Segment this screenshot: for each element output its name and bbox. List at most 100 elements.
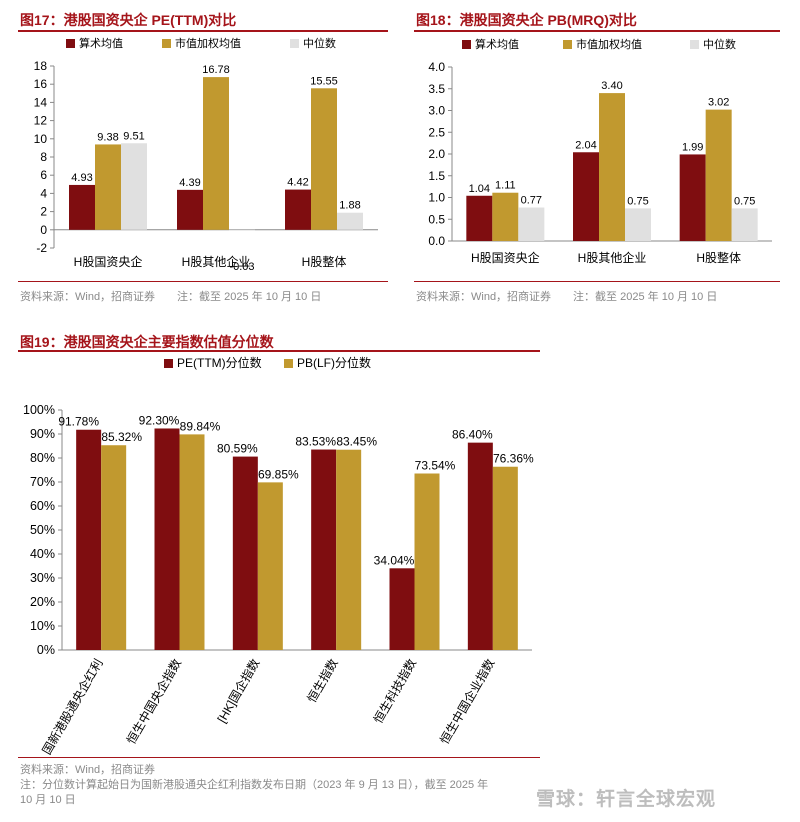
fig19-data-label: 73.54% <box>415 459 456 473</box>
fig18-data-label: 1.99 <box>682 141 703 153</box>
fig18-bar <box>679 154 706 241</box>
fig19-data-label: 83.45% <box>336 435 377 449</box>
fig18-bar <box>518 207 545 241</box>
fig18-title: 图18：港股国资央企 PB(MRQ)对比 <box>416 12 637 28</box>
fig17-data-label: -0.03 <box>229 261 254 273</box>
fig17-legend-label: 中位数 <box>303 36 336 50</box>
fig19-y-tick-label: 90% <box>30 427 55 441</box>
fig18-category-label: H股国资央企 <box>471 250 540 265</box>
fig17-bar <box>203 77 229 230</box>
fig19-y-tick-label: 30% <box>30 571 55 585</box>
fig19-bar <box>467 442 493 650</box>
fig17-bar <box>95 144 121 230</box>
fig17-data-label: 16.78 <box>202 64 230 76</box>
fig18-y-tick-label: 4.0 <box>428 60 445 74</box>
fig18-data-label: 3.02 <box>708 97 729 109</box>
fig19-legend-label: PB(LF)分位数 <box>297 355 371 370</box>
fig19-legend-label: PE(TTM)分位数 <box>177 355 262 370</box>
fig19-y-tick-label: 80% <box>30 451 55 465</box>
fig17-data-label: 4.42 <box>287 177 308 189</box>
fig17-legend-swatch <box>66 39 75 48</box>
fig19-data-label: 86.40% <box>452 428 493 442</box>
fig19-bar <box>389 568 415 650</box>
fig17-bar <box>69 184 95 230</box>
fig19-bar <box>232 456 258 650</box>
fig19-category-label: 恒生指数 <box>304 656 341 705</box>
fig18-y-tick-label: 0.0 <box>428 234 445 248</box>
fig17-bar <box>337 212 363 230</box>
fig18-legend-swatch <box>462 40 471 49</box>
fig19-y-tick-label: 0% <box>37 643 55 657</box>
fig17-y-tick-label: 8 <box>40 150 47 164</box>
fig17-data-label: 1.88 <box>339 200 360 212</box>
fig17-category-label: H股其他企业 <box>182 254 251 269</box>
fig17-bar <box>285 189 311 230</box>
fig17-category-label: H股整体 <box>302 254 347 269</box>
fig19-y-tick-label: 100% <box>23 403 55 417</box>
fig17-legend-label: 算术均值 <box>79 36 123 50</box>
fig18-y-tick-label: 1.0 <box>428 191 445 205</box>
fig19-data-label: 89.84% <box>180 419 221 433</box>
fig17-data-label: 4.93 <box>71 172 92 184</box>
fig17-legend-swatch <box>290 39 299 48</box>
fig19-note-line1: 注：分位数计算起始日为国新港股通央企红利指数发布日期（2023 年 9 月 13… <box>20 779 489 791</box>
fig17-y-tick-label: 2 <box>40 205 47 219</box>
fig18-bar <box>492 192 519 241</box>
fig18-bar <box>466 195 493 241</box>
fig18-category-label: H股其他企业 <box>578 250 647 265</box>
fig18-title-rule <box>414 30 780 32</box>
fig18-bar <box>625 208 651 241</box>
fig19-bar <box>76 429 102 650</box>
fig17-data-label: 4.39 <box>179 177 200 189</box>
fig18-data-label: 2.04 <box>575 139 596 151</box>
fig19-data-label: 34.04% <box>374 553 415 567</box>
fig19-data-label: 83.53% <box>295 435 336 449</box>
fig18-y-tick-label: 3.0 <box>428 104 445 118</box>
fig19-y-tick-label: 70% <box>30 475 55 489</box>
fig18-legend-swatch <box>690 40 699 49</box>
fig19-bar <box>311 449 337 650</box>
fig17-y-tick-label: -2 <box>36 241 47 255</box>
fig19-category-label: 国新港股通央企红利 <box>39 656 106 757</box>
fig18-bar <box>731 208 758 241</box>
fig19-category-label: 恒生中国企业指数 <box>436 656 497 747</box>
fig19-title: 图19：港股国资央企主要指数估值分位数 <box>20 334 274 350</box>
fig17-category-label: H股国资央企 <box>74 254 143 269</box>
fig19-source: 资料来源：Wind，招商证券 <box>20 764 156 776</box>
fig19-bar <box>336 449 362 650</box>
fig17-bar <box>229 229 255 231</box>
fig19-category-label: [HK]国企指数 <box>214 656 263 725</box>
fig19-bottom-rule <box>18 757 540 758</box>
fig17-title-rule <box>18 30 388 32</box>
fig17-bar <box>177 189 203 230</box>
fig19-bar <box>257 482 283 650</box>
fig19-bar <box>101 445 127 650</box>
fig19-data-label: 92.30% <box>139 413 180 427</box>
fig18-bar <box>599 93 625 241</box>
fig18-source: 资料来源：Wind，招商证券 注：截至 2025 年 10 月 10 日 <box>416 291 718 303</box>
fig18-y-tick-label: 2.0 <box>428 147 445 161</box>
fig19-bar <box>492 466 518 650</box>
fig18-data-label: 3.40 <box>601 80 622 92</box>
fig18-data-label: 0.75 <box>734 195 755 207</box>
fig17-y-tick-label: 4 <box>40 186 47 200</box>
fig18-y-tick-label: 3.5 <box>428 82 445 96</box>
fig17-y-tick-label: 16 <box>34 77 48 91</box>
fig19-legend-swatch <box>284 359 293 368</box>
fig17-data-label: 15.55 <box>310 75 338 87</box>
fig17-y-tick-label: 12 <box>34 114 48 128</box>
fig19-data-label: 76.36% <box>493 452 534 466</box>
fig18-bottom-rule <box>414 281 780 282</box>
fig19-note-line2: 10 月 10 日 <box>20 794 76 806</box>
fig18-legend-label: 市值加权均值 <box>576 37 642 51</box>
fig18-bar <box>573 152 599 241</box>
fig19-title-rule <box>18 350 540 352</box>
fig18-legend-label: 算术均值 <box>475 37 519 51</box>
fig17-legend-swatch <box>162 39 171 48</box>
fig18-y-tick-label: 2.5 <box>428 125 445 139</box>
fig17-y-tick-label: 18 <box>34 59 48 73</box>
fig19-bar <box>154 428 180 650</box>
fig18-y-tick-label: 0.5 <box>428 212 445 226</box>
fig18-legend-label: 中位数 <box>703 37 736 51</box>
